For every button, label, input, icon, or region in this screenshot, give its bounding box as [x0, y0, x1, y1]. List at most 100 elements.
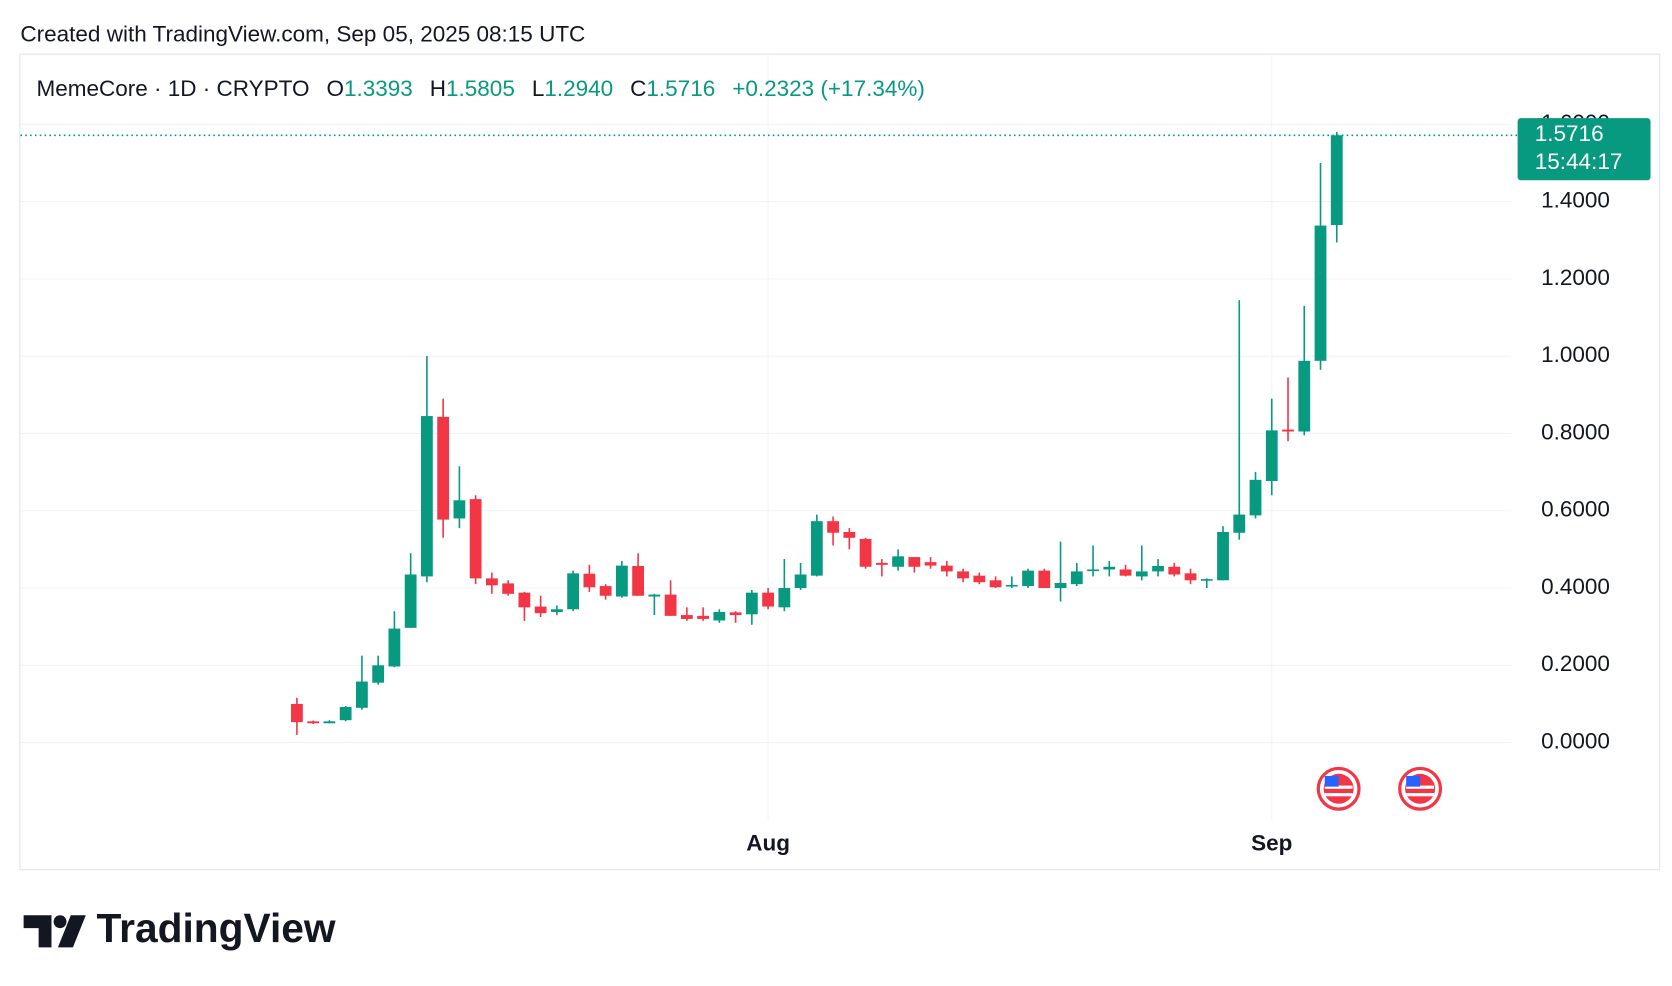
candle-body: [1314, 225, 1327, 361]
candle-body: [1168, 566, 1181, 575]
candle-body: [1054, 582, 1067, 589]
candle-body: [550, 609, 563, 612]
candle-body: [534, 606, 547, 614]
candle-body: [1152, 565, 1164, 572]
candle-body: [567, 573, 580, 610]
change: +0.2323 (+17.34%): [732, 76, 925, 101]
y-tick-label: 1.4000: [1541, 188, 1610, 213]
brand-logo: [23, 915, 86, 948]
open-label: O: [326, 76, 344, 101]
y-tick-label: 0.6000: [1541, 497, 1610, 522]
candle-body: [1217, 531, 1229, 581]
candle-body: [1282, 429, 1294, 432]
candle-body: [729, 612, 742, 616]
open-value: 1.3393: [344, 76, 413, 101]
chart-frame: [19, 53, 1661, 871]
event-flag[interactable]: [1398, 766, 1443, 811]
overlay: 0.0000 0.2000 0.4000 0.6000 0.8000 1.0000 1.20…: [20, 110, 1651, 855]
candle-body: [1233, 514, 1246, 533]
candle-body: [957, 571, 969, 579]
legend-line: MemeCore · 1D · CRYPTO O1.3393 H1.5805 L…: [36, 76, 924, 101]
candle-body: [437, 416, 450, 520]
candle-body: [1005, 584, 1018, 587]
x-tick-label: Aug: [746, 830, 790, 855]
low-label: L: [532, 76, 545, 101]
candle-body: [356, 681, 368, 708]
candle-body: [1330, 135, 1343, 226]
candle-body: [421, 416, 433, 577]
brand-name: TradingView: [97, 905, 336, 951]
candle-body: [989, 580, 1002, 588]
candle-body: [908, 557, 921, 567]
close-value: 1.5716: [646, 76, 715, 101]
candle-body: [502, 583, 515, 594]
candle-body: [339, 707, 352, 721]
x-tick-label: Sep: [1251, 830, 1292, 855]
candle-body: [1022, 570, 1034, 587]
candle-body: [875, 562, 888, 565]
candle-body: [453, 500, 466, 519]
candle-body: [843, 531, 856, 538]
created-caption: Created with TradingView.com, Sep 05, 20…: [20, 21, 585, 46]
candle-body: [632, 565, 645, 596]
candle-body: [713, 611, 726, 621]
candle-body: [388, 628, 401, 667]
close-label: C: [630, 76, 646, 101]
candle-body: [1184, 573, 1197, 581]
high-label: H: [430, 76, 446, 101]
candle-body: [827, 521, 839, 533]
y-tick-label: 1.2000: [1541, 265, 1610, 290]
candle-body: [599, 586, 612, 596]
candles: [291, 131, 1343, 735]
candle-body: [794, 574, 807, 589]
low-value: 1.2940: [544, 76, 613, 101]
high-value: 1.5805: [446, 76, 515, 101]
candle-body: [583, 573, 596, 588]
last-price-tag: [1517, 118, 1651, 181]
candle-body: [323, 721, 336, 724]
candle-body: [615, 565, 628, 597]
candle-body: [372, 665, 385, 683]
candle-body: [664, 594, 677, 616]
y-tick-label: 0.4000: [1541, 574, 1610, 599]
candle-body: [1038, 570, 1051, 589]
candle-body: [940, 565, 953, 572]
candle-body: [680, 615, 693, 619]
grid: [20, 53, 1512, 820]
candle-body: [973, 575, 986, 583]
candle-body: [859, 538, 872, 567]
countdown: 15:44:17: [1535, 149, 1623, 174]
candle-body: [762, 592, 774, 607]
y-tick-label: 0.2000: [1541, 651, 1610, 676]
candle-body: [1070, 571, 1083, 585]
candle-body: [1249, 479, 1262, 516]
candle-body: [1087, 569, 1099, 572]
last-price-label: 1.5716: [1535, 121, 1604, 146]
y-tick-label: 1.0000: [1541, 342, 1610, 367]
candle-body: [892, 556, 904, 567]
candle-body: [1298, 360, 1311, 432]
symbol: MemeCore · 1D · CRYPTO: [36, 76, 309, 101]
candle-body: [485, 578, 498, 586]
candle-body: [648, 594, 661, 597]
candle-body: [1200, 579, 1213, 581]
candle-body: [404, 574, 417, 628]
candle-body: [1103, 566, 1116, 570]
candle-body: [778, 588, 791, 608]
candle-body: [697, 615, 709, 619]
candle-body: [745, 592, 758, 615]
candle-body: [307, 721, 320, 724]
y-tick-label: 0.0000: [1541, 729, 1610, 754]
candle-body: [291, 703, 303, 723]
candle-body: [810, 521, 823, 576]
candle-body: [1135, 571, 1148, 577]
candle-body: [469, 499, 482, 579]
y-tick-label: 0.8000: [1541, 419, 1610, 444]
candle-body: [1119, 569, 1132, 576]
candle-body: [518, 592, 531, 608]
candle-body: [1265, 430, 1278, 481]
candle-body: [924, 562, 937, 566]
event-flag[interactable]: [1316, 766, 1361, 811]
